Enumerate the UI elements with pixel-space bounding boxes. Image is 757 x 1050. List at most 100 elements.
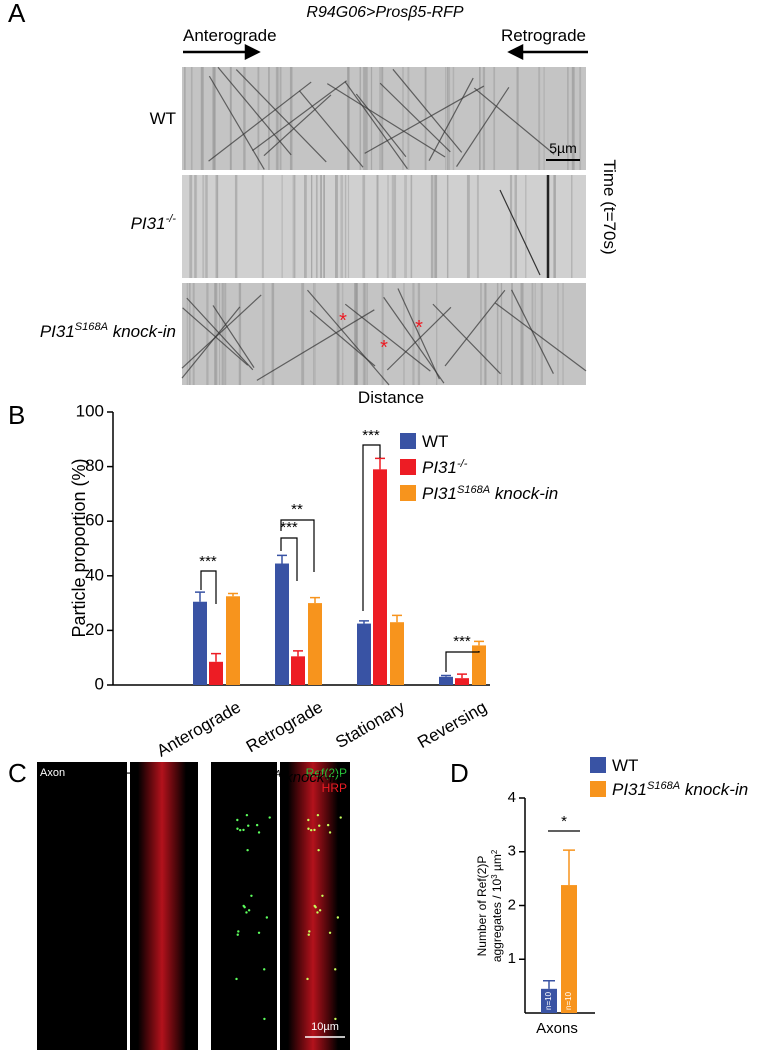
bar [439, 676, 453, 685]
error-bar [543, 980, 555, 989]
error-bar [392, 614, 402, 623]
y-tick-label: 80 [85, 456, 104, 475]
kymo-track [181, 306, 241, 379]
text-part: WT [612, 756, 638, 775]
punctum [237, 930, 240, 933]
punctum [247, 909, 251, 912]
text-part: -/- [457, 458, 468, 470]
bar [291, 656, 305, 685]
x-tick-label: Anterograde [153, 697, 244, 760]
kymo-track [263, 94, 332, 157]
direction-label: Retrograde [501, 26, 586, 45]
punctum [236, 827, 239, 830]
kymograph [182, 175, 586, 278]
bar [226, 596, 240, 685]
significance-label: *** [362, 427, 380, 444]
punctum [245, 911, 248, 914]
error-bar [474, 640, 484, 646]
kymo-track [364, 85, 485, 154]
kymo-track [235, 69, 327, 163]
punctum [326, 823, 330, 827]
row-label: WT [150, 109, 176, 128]
error-bar [441, 674, 451, 677]
x-tick-label: Reversing [414, 697, 490, 752]
punctum [307, 827, 310, 830]
significance-bracket [445, 651, 480, 672]
punctum [318, 909, 322, 912]
text-part: µm [490, 854, 504, 874]
kymo-track [383, 296, 445, 384]
row-label: PI31S168A knock-in [40, 321, 176, 342]
text-part: PI31 [40, 322, 75, 341]
punctum [316, 813, 320, 817]
punctum [336, 916, 340, 919]
y-axis-label: Particle proportion (%) [69, 458, 89, 637]
bar [193, 601, 207, 685]
significance-label: *** [453, 633, 471, 650]
significance-label: * [561, 813, 567, 830]
kymo-track [208, 81, 312, 162]
error-bar [228, 592, 238, 597]
bar [472, 645, 486, 685]
kymo-track [379, 82, 451, 153]
kymo-track [494, 302, 587, 372]
divider [182, 278, 586, 283]
text-part: S168A [75, 321, 108, 333]
punctum [235, 977, 238, 981]
bar [373, 469, 387, 685]
sample-label: n=10 [544, 991, 553, 1010]
legend-swatch [400, 485, 416, 501]
text-part: S168A [457, 484, 490, 496]
legend-label: PI31S168A knock-in [422, 484, 558, 503]
punctum [316, 911, 319, 914]
text-part: knock-in [281, 769, 341, 786]
kymo-track [344, 303, 431, 372]
punctum [242, 828, 245, 832]
significance-bracket [280, 537, 298, 581]
panel-label: D [450, 758, 469, 788]
error-bar [359, 620, 369, 624]
y-tick-label: 4 [508, 789, 516, 806]
legend-label: WT [612, 756, 638, 775]
significance-bracket [200, 570, 217, 604]
punctum [257, 931, 261, 934]
y-tick-label: 3 [508, 843, 516, 860]
error-bar [375, 457, 385, 470]
kymo-track [432, 303, 501, 375]
punctum [265, 916, 269, 919]
kymo-track [397, 288, 440, 380]
bar [209, 661, 223, 685]
punctum [257, 831, 261, 834]
punctum [236, 933, 239, 936]
kymo-track [499, 189, 541, 276]
punctum [263, 968, 266, 971]
bar [390, 622, 404, 685]
kymo-track [326, 83, 446, 158]
punctum [306, 977, 309, 981]
text-part: WT [150, 109, 176, 128]
punctum [238, 828, 242, 832]
kymo-track [473, 87, 555, 155]
punctum [318, 824, 321, 827]
punctum [242, 904, 245, 908]
axon-stain [288, 762, 338, 1050]
error-bar [277, 554, 287, 564]
kymo-track [344, 81, 408, 170]
y-tick-label: 20 [85, 620, 104, 639]
punctum [247, 824, 250, 827]
row-label: PI31-/- [131, 213, 177, 234]
punctum [313, 828, 316, 832]
text-part: 3 [490, 874, 499, 878]
y-tick-label: 1 [508, 950, 516, 967]
punctum [309, 828, 313, 832]
bar [275, 563, 289, 685]
punctum [246, 848, 249, 852]
punctum [334, 1017, 337, 1021]
error-bar [195, 591, 205, 602]
bar [561, 885, 577, 1013]
error-bar [310, 596, 320, 604]
kymo-track [208, 75, 265, 170]
legend-label: PI31-/- [422, 458, 468, 477]
text-part: Number of Ref(2)P [475, 856, 489, 957]
kymo-track [186, 297, 254, 371]
